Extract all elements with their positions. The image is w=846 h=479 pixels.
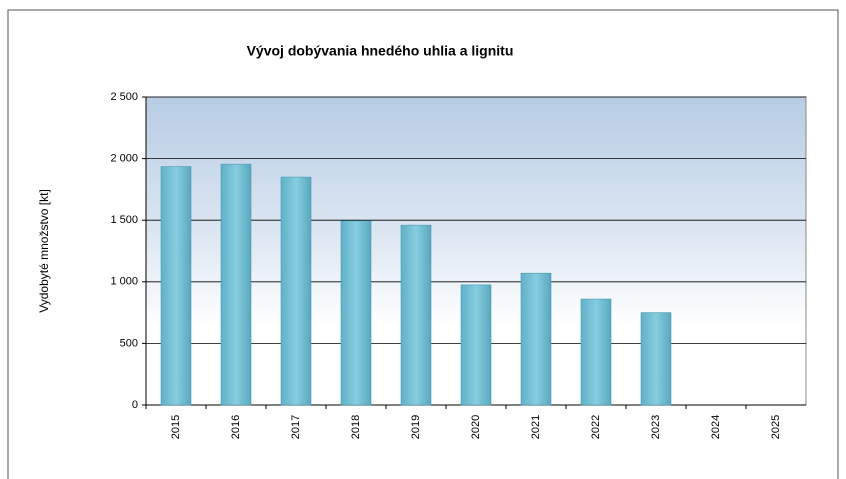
bar (220, 163, 252, 406)
x-tick-label: 2022 (590, 415, 602, 439)
y-axis-label: Vydobyté množstvo [kt] (37, 189, 51, 313)
x-tick-label: 2020 (470, 415, 482, 439)
bar (640, 312, 672, 406)
bar (580, 298, 612, 406)
bar (400, 224, 432, 406)
bar (160, 166, 192, 406)
bar (340, 220, 372, 406)
x-tick-label: 2018 (350, 415, 362, 439)
bar (280, 176, 312, 406)
x-tick-label: 2023 (650, 415, 662, 439)
y-tick-label: 0 (132, 399, 138, 411)
x-tick-label: 2021 (530, 415, 542, 439)
chart-title: Vývoj dobývania hnedého uhlia a lignitu (247, 43, 514, 59)
y-tick-label: 2 000 (110, 153, 138, 165)
x-tick-label: 2016 (230, 415, 242, 439)
x-tick-label: 2017 (290, 415, 302, 439)
bar (460, 284, 492, 406)
y-tick-label: 1 000 (110, 276, 138, 288)
y-tick-label: 2 500 (110, 91, 138, 103)
x-tick-label: 2025 (770, 415, 782, 439)
bar (520, 272, 552, 406)
frame (7, 9, 839, 479)
x-tick-label: 2015 (170, 415, 182, 439)
y-tick-label: 1 500 (110, 214, 138, 226)
x-tick-label: 2019 (410, 415, 422, 439)
x-tick-label: 2024 (710, 415, 722, 439)
y-tick-label: 500 (120, 337, 138, 349)
